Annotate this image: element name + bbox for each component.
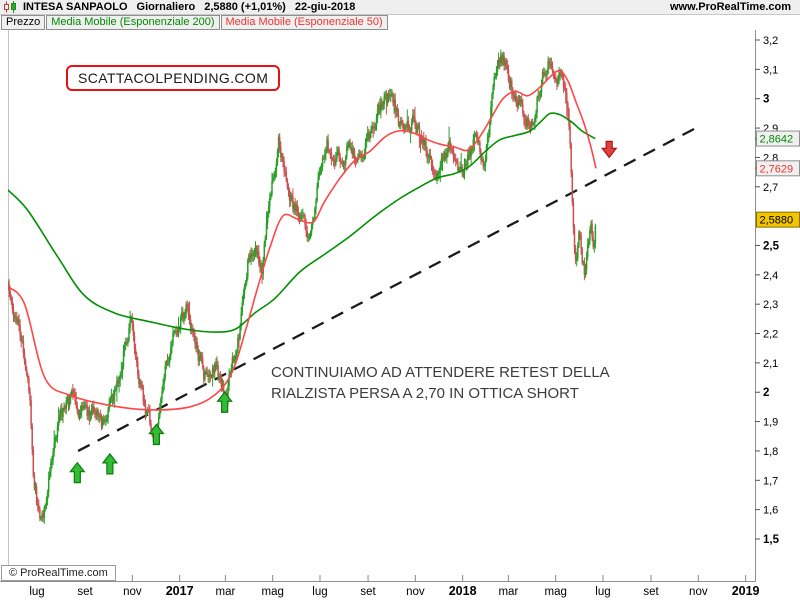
svg-text:2,8642: 2,8642 [760,134,794,146]
time-tick-label: lug [312,586,327,598]
price-tick-label: 2 [763,387,769,399]
ema200-price-badge: 2,8642 [755,130,800,147]
indicator-legend: Prezzo Media Mobile (Esponenziale 200) M… [1,15,388,30]
price-tick-label: 2,7 [763,182,778,194]
annotation-line-1: CONTINUIAMO AD ATTENDERE RETEST DELLA [271,364,610,381]
legend-ema50-button[interactable]: Media Mobile (Esponenziale 50) [220,15,388,30]
timeframe-label: Giornaliero [136,1,196,13]
session-date: 22-giu-2018 [294,1,356,13]
price-tick-label: 2,3 [763,299,778,311]
time-tick-label: nov [689,586,708,598]
time-axis[interactable]: lug set nov 2017 mar mag lug set nov 2018 mar mag lu… [29,575,760,598]
time-tick-label: set [643,586,659,598]
price-tick-label: 3 [763,94,769,106]
buy-arrow-icon [148,423,165,446]
copyright-label: © ProRealTime.com [1,565,116,581]
annotation-line-2: RIALZISTA PERSA A 2,70 IN OTTICA SHORT [271,385,579,402]
dashed-trendline[interactable] [77,124,702,452]
time-tick-label: mag [544,586,566,598]
price-tick-label: 3,1 [763,64,778,76]
time-tick-label: set [77,586,93,598]
ema50-price-badge: 2,7629 [755,160,800,177]
price-tick-label: 1,6 [763,505,778,517]
price-tick-label: 2,2 [763,329,778,341]
time-tick-label: lug [29,586,44,598]
buy-arrow-icon [101,452,119,475]
price-axis[interactable]: 3,23,132,92,82,72,52,42,32,22,121,91,81,… [755,35,780,546]
time-tick-label: mar [215,586,235,598]
time-tick-label: nov [123,586,142,598]
time-tick-label: 2019 [732,584,760,598]
price-tick-label: 1,5 [763,534,780,546]
legend-price-button[interactable]: Prezzo [1,15,46,30]
provider-url-label: www.ProRealTime.com [669,1,791,13]
time-tick-label: nov [406,586,425,598]
ema200-line [8,112,596,333]
last-price-and-change: 2,5880 (+1,01%) [204,1,286,13]
plot-frame [0,30,756,582]
buy-arrow-icon [69,461,86,484]
price-tick-label: 1,9 [763,417,778,429]
title-bar: INTESA SANPAOLO Giornaliero 2,5880 (+1,0… [0,0,800,15]
svg-text:2,7629: 2,7629 [760,163,794,175]
time-tick-label: 2018 [449,584,477,598]
buy-arrow-icon [216,391,233,413]
candles-layer[interactable] [7,49,597,525]
candlestick-chart-icon [3,1,18,13]
instrument-name: INTESA SANPAOLO [23,1,128,13]
price-tick-label: 2,4 [763,270,778,282]
price-tick-label: 1,7 [763,475,778,487]
ema50-line [8,69,597,411]
sell-arrow-icon [600,140,618,159]
price-tick-label: 2,5 [763,240,780,252]
time-tick-label: set [360,586,376,598]
price-tick-label: 2,1 [763,358,778,370]
chart-annotation-text: CONTINUIAMO AD ATTENDERE RETEST DELLA RI… [271,362,610,404]
time-tick-label: 2017 [166,584,194,598]
last-price-badge: 2,5880 [755,211,800,228]
svg-text:2,5880: 2,5880 [760,215,794,227]
price-tick-label: 1,8 [763,446,778,458]
watermark-box: SCATTACOLPENDING.COM [66,65,281,91]
price-tick-label: 3,2 [763,35,778,47]
time-tick-label: mag [262,586,284,598]
time-tick-label: mar [498,586,518,598]
legend-ema200-button[interactable]: Media Mobile (Esponenziale 200) [46,15,220,30]
time-tick-label: lug [595,586,610,598]
